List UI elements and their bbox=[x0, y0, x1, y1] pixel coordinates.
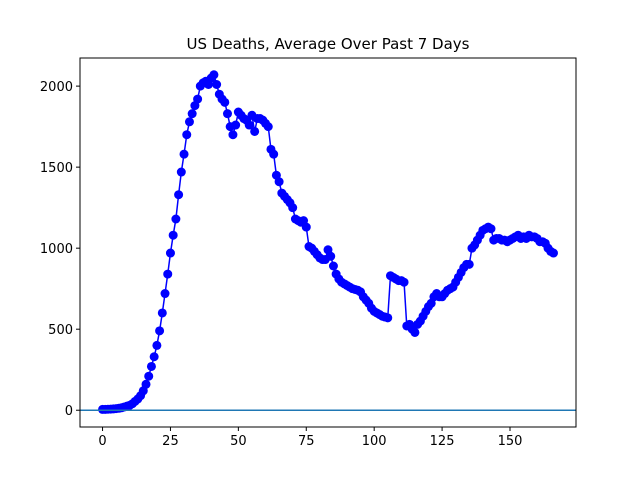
data-point bbox=[548, 248, 558, 258]
plot-frame bbox=[79, 57, 577, 428]
data-point bbox=[288, 203, 298, 213]
y-tick-label: 1000 bbox=[40, 242, 73, 257]
data-point bbox=[157, 308, 167, 318]
x-tick-label: 50 bbox=[230, 434, 247, 449]
data-point bbox=[193, 94, 203, 104]
data-point bbox=[222, 109, 232, 119]
data-point bbox=[179, 149, 189, 159]
data-point bbox=[149, 352, 159, 362]
x-tick-label: 150 bbox=[498, 434, 523, 449]
y-tick-label: 500 bbox=[48, 323, 73, 338]
data-point bbox=[269, 149, 279, 159]
data-point bbox=[301, 222, 311, 232]
data-point bbox=[176, 167, 186, 177]
data-point bbox=[163, 269, 173, 279]
data-point bbox=[486, 224, 496, 234]
data-point bbox=[182, 130, 192, 140]
data-point bbox=[274, 177, 284, 187]
y-tick-label: 1500 bbox=[40, 161, 73, 176]
x-tick-label: 125 bbox=[430, 434, 455, 449]
data-point bbox=[464, 259, 474, 269]
data-point bbox=[152, 340, 162, 350]
data-point bbox=[263, 122, 273, 132]
data-point bbox=[228, 130, 238, 140]
chart-title: US Deaths, Average Over Past 7 Days bbox=[187, 35, 470, 53]
data-point bbox=[410, 327, 420, 337]
data-point bbox=[171, 214, 181, 224]
data-point bbox=[165, 248, 175, 258]
data-point bbox=[155, 326, 165, 336]
x-tick-label: 0 bbox=[98, 434, 106, 449]
x-tick-label: 100 bbox=[362, 434, 387, 449]
data-point bbox=[144, 371, 154, 381]
data-point bbox=[383, 313, 393, 323]
data-point bbox=[220, 97, 230, 107]
data-point bbox=[187, 109, 197, 119]
y-tick-label: 2000 bbox=[40, 80, 73, 95]
data-point bbox=[209, 70, 219, 80]
data-point bbox=[328, 261, 338, 271]
data-point bbox=[399, 277, 409, 287]
data-point bbox=[174, 190, 184, 200]
data-point bbox=[326, 251, 336, 261]
x-tick-label: 25 bbox=[162, 434, 179, 449]
data-point bbox=[231, 120, 241, 130]
y-tick-label: 0 bbox=[65, 404, 73, 419]
data-point bbox=[141, 379, 151, 389]
data-point bbox=[160, 289, 170, 299]
data-point bbox=[212, 79, 222, 89]
data-point bbox=[168, 230, 178, 240]
data-point bbox=[184, 117, 194, 127]
data-point bbox=[146, 361, 156, 371]
x-tick-label: 75 bbox=[298, 434, 315, 449]
data-point bbox=[250, 126, 260, 136]
data-point bbox=[244, 120, 254, 130]
